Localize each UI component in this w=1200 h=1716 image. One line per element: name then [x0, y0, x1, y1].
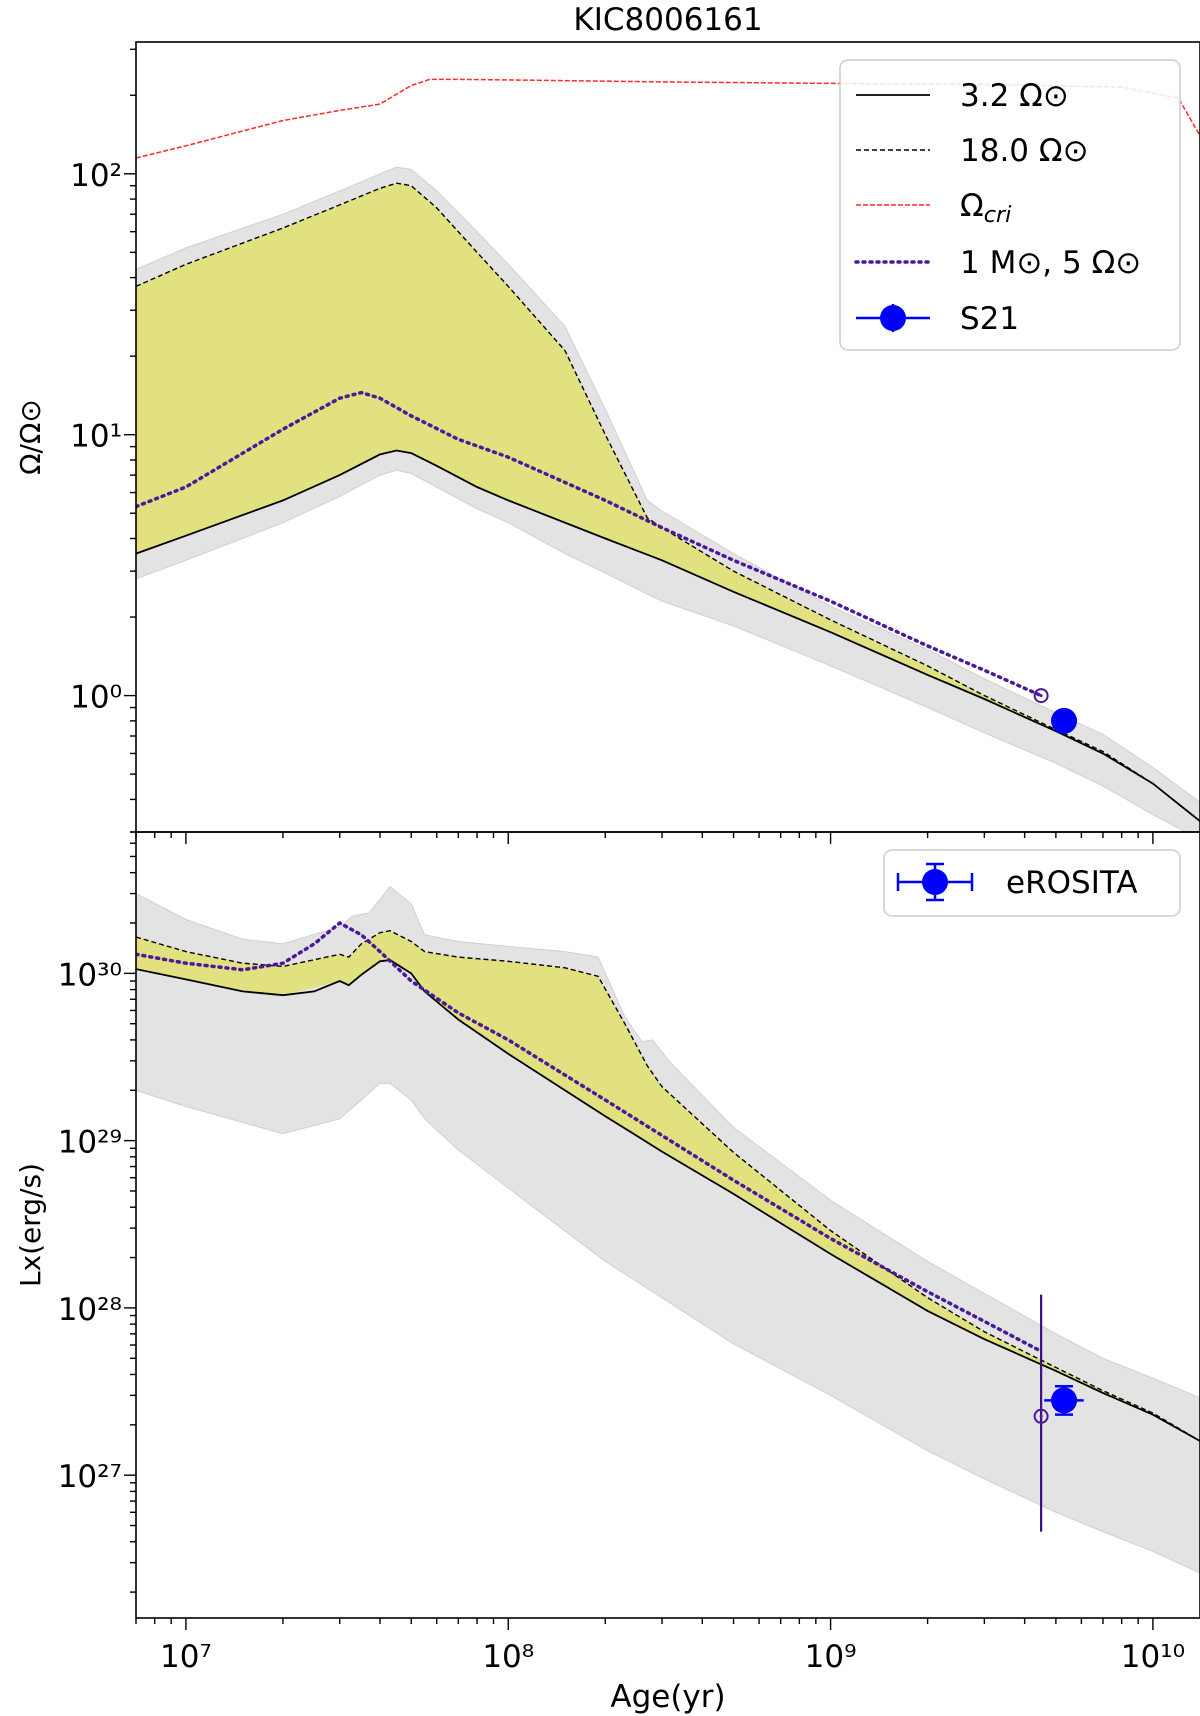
y-tick-label: 10³⁰	[58, 957, 122, 993]
s21-point	[1051, 707, 1078, 734]
legend-label: 3.2 Ω⊙	[960, 78, 1069, 114]
model-endpoint	[1033, 1408, 1049, 1424]
legend-box	[883, 849, 1181, 917]
y-tick-label: 10¹	[70, 419, 122, 455]
series-dashed	[136, 929, 1200, 1442]
legend-label: 1 M⊙, 5 Ω⊙	[960, 245, 1141, 281]
y-tick-label: 10⁰	[70, 680, 122, 716]
top-points	[1033, 688, 1078, 734]
grey-uncertainty-band	[136, 885, 1200, 1574]
chart-title: KIC8006161	[573, 2, 762, 38]
bottom-frame	[135, 831, 1200, 1619]
model-endpoint-center	[1039, 1414, 1043, 1418]
top-bands	[136, 166, 1200, 832]
y-tick-label: 10²⁷	[58, 1459, 122, 1495]
legend-label: S21	[960, 301, 1019, 337]
yellow-range-band	[136, 183, 1200, 822]
bottom-points	[1033, 1294, 1084, 1532]
erosita-point	[1051, 1387, 1078, 1414]
bottom-legend: eROSITA	[883, 849, 1181, 917]
legend-marker-circle	[880, 305, 906, 331]
top-panel: 10⁰ 10¹ 10² Ω/Ω⊙ 3.2 Ω⊙ 18.0 Ω⊙ Ωcri 1 M⊙, 5 Ω…	[14, 48, 1200, 844]
x-tick-label: 10⁷	[160, 1639, 212, 1675]
legend-label: Ωcri	[960, 188, 1012, 228]
series-dotted	[136, 390, 1043, 698]
bottom-panel: 10⁷ 10⁸ 10⁹ 10¹⁰ 10²⁷ 10²⁸ 10²⁹ 10³⁰ Lx(erg/s) Ag…	[14, 831, 1200, 1715]
top-legend: 3.2 Ω⊙ 18.0 Ω⊙ Ωcri 1 M⊙, 5 Ω⊙ S21	[839, 59, 1181, 351]
series-dotted	[136, 920, 1043, 1354]
legend-marker-circle	[922, 869, 948, 895]
bottom-axis: 10⁷ 10⁸ 10⁹ 10¹⁰ 10²⁷ 10²⁸ 10²⁹ 10³⁰ Lx(erg/s) Ag…	[14, 831, 1185, 1715]
model-endpoint	[1033, 688, 1049, 704]
series-solid	[136, 449, 1200, 822]
series-solid	[136, 959, 1200, 1442]
y-tick-label: 10²⁹	[58, 1125, 122, 1161]
y-tick-label: 10²	[70, 158, 122, 194]
x-tick-label: 10⁹	[805, 1639, 857, 1675]
x-tick-label: 10¹⁰	[1121, 1639, 1185, 1675]
y-axis-label: Ω/Ω⊙	[14, 399, 47, 475]
y-tick-label: 10²⁸	[58, 1292, 122, 1328]
y-axis-label: Lx(erg/s)	[14, 1163, 47, 1287]
series-dashed	[136, 182, 1200, 822]
legend-label: 18.0 Ω⊙	[960, 133, 1089, 169]
top-axis: 10⁰ 10¹ 10² Ω/Ω⊙	[14, 48, 1154, 844]
bottom-lines	[136, 920, 1200, 1442]
legend-label: eROSITA	[1006, 865, 1138, 901]
legend-box	[839, 59, 1181, 351]
model-endpoint-center	[1039, 694, 1043, 698]
x-axis-label: Age(yr)	[610, 1679, 725, 1715]
x-tick-label: 10⁸	[482, 1639, 534, 1675]
